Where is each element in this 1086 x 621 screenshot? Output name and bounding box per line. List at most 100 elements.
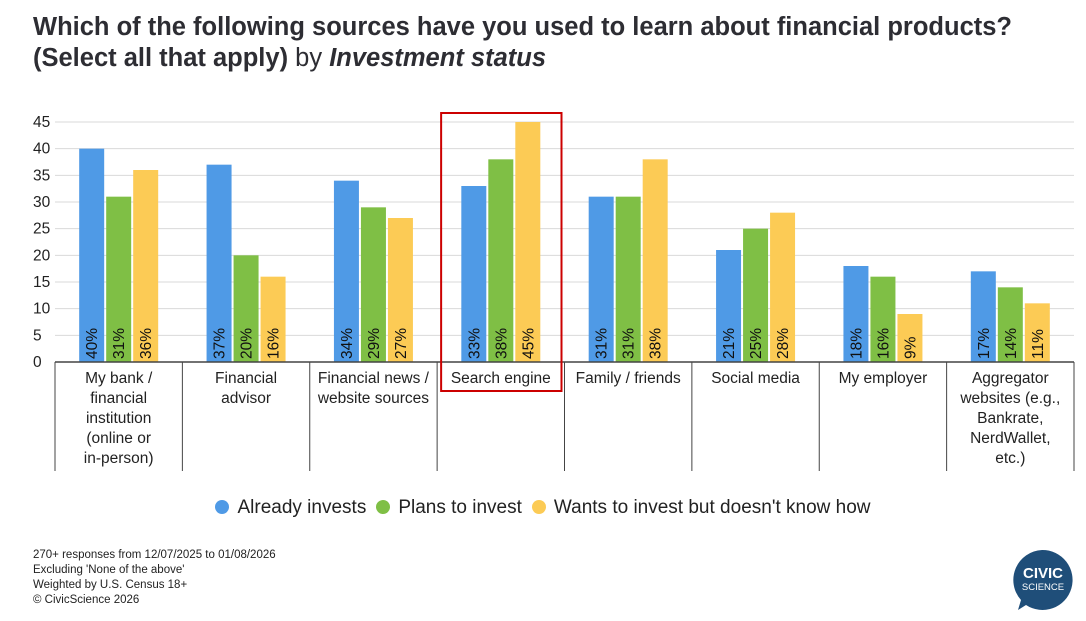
y-tick-label: 40	[33, 141, 51, 158]
legend-label: Already invests	[237, 497, 367, 518]
bar	[770, 212, 796, 362]
bar	[588, 196, 614, 362]
data-label: 31%	[621, 328, 638, 359]
category-label: institution	[86, 410, 151, 427]
data-label: 25%	[748, 328, 765, 359]
title-main: Which of the following sources have you …	[33, 13, 1013, 72]
bar	[133, 170, 159, 362]
bar	[360, 207, 386, 362]
legend-item: Plans to invest	[376, 497, 522, 519]
data-label: 37%	[212, 328, 229, 359]
bar	[870, 276, 896, 362]
data-label: 14%	[1003, 328, 1020, 359]
y-tick-label: 25	[33, 221, 50, 238]
y-tick-label: 20	[33, 247, 51, 264]
bar	[206, 164, 232, 362]
data-label: 17%	[976, 328, 993, 359]
logo-line1: CIVIC	[1023, 565, 1063, 582]
bar	[515, 122, 541, 362]
bar	[488, 159, 514, 362]
y-tick-label: 15	[33, 274, 50, 291]
bar	[333, 180, 359, 362]
data-label: 38%	[493, 328, 510, 359]
category-label: in-person)	[84, 450, 154, 467]
category-label: advisor	[221, 390, 271, 407]
data-label: 16%	[875, 328, 892, 359]
highlight-box	[440, 112, 563, 392]
bar	[843, 266, 869, 362]
bar	[897, 314, 923, 362]
data-label: 33%	[466, 328, 483, 359]
category-label: Social media	[711, 370, 800, 387]
category-label: financial	[90, 390, 147, 407]
logo-line2: SCIENCE	[1022, 582, 1064, 593]
data-label: 31%	[594, 328, 611, 359]
data-label: 38%	[648, 328, 665, 359]
category-label: etc.)	[995, 450, 1025, 467]
bar	[642, 159, 668, 362]
category-label: Financial news /	[318, 370, 430, 387]
footnote-weighting: Weighted by U.S. Census 18+	[33, 579, 188, 591]
bar	[716, 250, 742, 362]
bar	[106, 196, 132, 362]
data-label: 21%	[721, 328, 738, 359]
category-label: My bank /	[85, 370, 153, 387]
bar	[1024, 303, 1050, 362]
data-label: 36%	[138, 328, 155, 359]
legend-swatch	[215, 500, 230, 514]
chart-title: Which of the following sources have you …	[33, 12, 1073, 74]
data-label: 9%	[902, 336, 919, 359]
category-label: Bankrate,	[977, 410, 1043, 427]
bar	[387, 218, 413, 362]
y-tick-label: 35	[33, 167, 50, 184]
bar	[79, 148, 105, 362]
data-label: 18%	[848, 328, 865, 359]
bar	[260, 276, 286, 362]
title-by: by	[295, 44, 323, 72]
category-label: Family / friends	[576, 370, 681, 387]
category-label: My employer	[839, 370, 928, 387]
footnote-excluding: Excluding 'None of the above'	[33, 564, 185, 576]
data-label: 29%	[366, 328, 383, 359]
bar	[743, 228, 769, 362]
y-tick-label: 10	[33, 301, 51, 318]
data-label: 40%	[84, 328, 101, 359]
data-label: 31%	[111, 328, 128, 359]
legend-item: Wants to invest but doesn't know how	[531, 497, 871, 519]
data-label: 45%	[520, 328, 537, 359]
bar	[233, 255, 259, 362]
bar	[970, 271, 996, 362]
data-label: 27%	[393, 328, 410, 359]
category-label: Aggregator	[972, 370, 1049, 387]
category-label: (online or	[86, 430, 151, 447]
civicscience-logo: CIVIC SCIENCE	[1013, 549, 1073, 610]
data-label: 20%	[239, 328, 256, 359]
category-label: Financial	[215, 370, 277, 387]
footnote-copyright: © CivicScience 2026	[33, 594, 140, 606]
legend-swatch	[531, 500, 546, 514]
data-label: 16%	[266, 328, 283, 359]
title-status: Investment status	[329, 44, 546, 72]
legend-item: Already invests	[215, 497, 366, 519]
category-label: Search engine	[451, 370, 551, 387]
category-label: website sources	[317, 390, 429, 407]
category-label: NerdWallet,	[970, 430, 1050, 447]
legend-label: Plans to invest	[398, 497, 522, 518]
legend: Already invests Plans to invest Wants to i…	[0, 497, 1086, 519]
footnote-responses: 270+ responses from 12/07/2025 to 01/08/…	[33, 549, 276, 561]
y-tick-label: 45	[33, 114, 50, 131]
y-tick-label: 5	[33, 327, 42, 344]
logo-bubble	[1013, 549, 1073, 610]
bar-chart: 0 5 10 15 20 25 30 35 40 45 40% 31% 36% My bank / fina…	[33, 112, 1075, 471]
data-label: 11%	[1030, 329, 1047, 359]
data-label: 34%	[339, 328, 356, 359]
bar	[615, 196, 641, 362]
y-tick-label: 0	[33, 354, 42, 371]
legend-label: Wants to invest but doesn't know how	[553, 497, 871, 518]
data-label: 28%	[775, 328, 792, 359]
y-tick-label: 30	[33, 194, 51, 211]
footnotes: 270+ responses from 12/07/2025 to 01/08/…	[33, 548, 276, 608]
category-label: websites (e.g.,	[959, 390, 1060, 407]
legend-swatch	[376, 500, 391, 514]
bar	[997, 287, 1023, 362]
